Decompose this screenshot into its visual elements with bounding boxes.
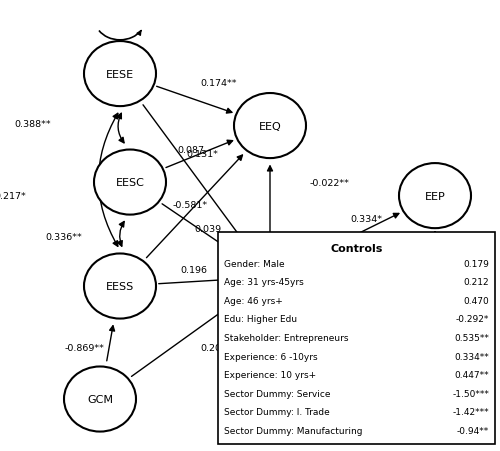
Text: 0.388**: 0.388**	[14, 120, 51, 129]
Text: 0.196: 0.196	[180, 265, 207, 274]
Text: -0.581*: -0.581*	[172, 201, 208, 210]
Text: Stakeholder: Entrepreneurs: Stakeholder: Entrepreneurs	[224, 333, 348, 342]
Text: Gender: Male: Gender: Male	[224, 259, 284, 268]
Text: 0.201**: 0.201**	[200, 344, 236, 353]
Text: GCM: GCM	[87, 394, 113, 404]
Text: 0.212: 0.212	[464, 278, 489, 287]
Text: -0.022**: -0.022**	[310, 178, 350, 187]
Text: Controls: Controls	[330, 244, 382, 253]
Text: EEP: EEP	[424, 191, 446, 201]
Text: 0.039: 0.039	[194, 225, 221, 234]
Text: 0.535**: 0.535**	[454, 333, 489, 342]
Circle shape	[84, 254, 156, 319]
Text: Age: 31 yrs-45yrs: Age: 31 yrs-45yrs	[224, 278, 303, 287]
Text: -0.94**: -0.94**	[457, 426, 489, 435]
Text: -0.292*: -0.292*	[456, 315, 489, 324]
Circle shape	[399, 164, 471, 229]
Text: 0.174**: 0.174**	[200, 79, 236, 88]
Circle shape	[84, 42, 156, 107]
Text: Experience: 10 yrs+: Experience: 10 yrs+	[224, 370, 316, 379]
Text: EESS: EESS	[106, 281, 134, 291]
Text: 0.470: 0.470	[463, 296, 489, 305]
Circle shape	[234, 94, 306, 159]
Text: -1.42***: -1.42***	[452, 407, 489, 416]
Text: 0.179: 0.179	[463, 259, 489, 268]
Text: Sector Dummy: I. Trade: Sector Dummy: I. Trade	[224, 407, 329, 416]
Circle shape	[94, 150, 166, 215]
Text: EEQ: EEQ	[258, 121, 281, 131]
Text: Edu: Higher Edu: Edu: Higher Edu	[224, 315, 296, 324]
Text: 0.087: 0.087	[178, 146, 204, 155]
Text: EESE: EESE	[106, 69, 134, 79]
Text: 0.131*: 0.131*	[186, 150, 218, 159]
Text: Age: 46 yrs+: Age: 46 yrs+	[224, 296, 282, 305]
FancyBboxPatch shape	[218, 232, 495, 444]
Text: Sector Dummy: Service: Sector Dummy: Service	[224, 389, 330, 398]
Text: 0.447**: 0.447**	[454, 370, 489, 379]
Text: 0.336**: 0.336**	[46, 232, 82, 241]
Text: 0.334*: 0.334*	[350, 214, 382, 223]
Circle shape	[64, 367, 136, 432]
Text: EEVC: EEVC	[256, 272, 284, 282]
Text: 0.334**: 0.334**	[454, 352, 489, 361]
Text: Sector Dummy: Manufacturing: Sector Dummy: Manufacturing	[224, 426, 362, 435]
Circle shape	[234, 245, 306, 310]
Text: EESC: EESC	[116, 178, 144, 188]
Text: 0.217*: 0.217*	[0, 192, 26, 201]
Text: -0.869**: -0.869**	[64, 344, 104, 353]
Text: -1.50***: -1.50***	[452, 389, 489, 398]
Text: Experience: 6 -10yrs: Experience: 6 -10yrs	[224, 352, 317, 361]
